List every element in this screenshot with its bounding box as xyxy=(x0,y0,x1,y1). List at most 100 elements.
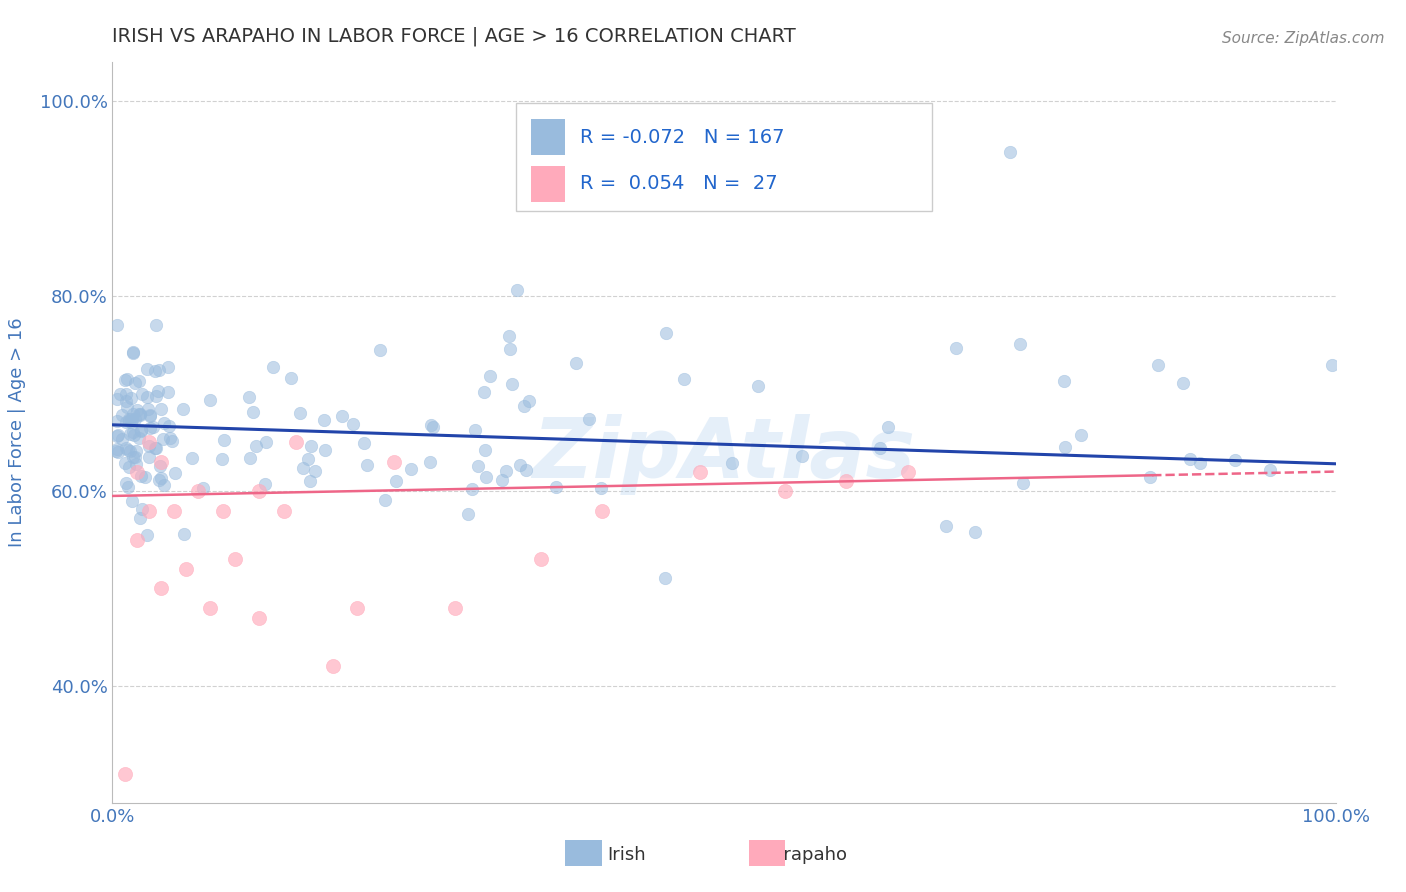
Point xyxy=(143,364,166,378)
Point xyxy=(564,356,586,370)
Point xyxy=(131,502,153,516)
Point xyxy=(654,571,676,585)
Point xyxy=(136,401,159,416)
Point xyxy=(280,371,302,385)
Point xyxy=(515,463,537,477)
Point xyxy=(163,503,186,517)
Point xyxy=(129,423,152,437)
Point xyxy=(506,283,529,297)
Point xyxy=(104,444,127,458)
Point xyxy=(239,450,262,465)
Point xyxy=(1180,452,1202,467)
Point xyxy=(160,434,183,448)
Point xyxy=(211,503,233,517)
Point xyxy=(1223,452,1246,467)
Point xyxy=(460,482,482,496)
Point xyxy=(115,393,138,408)
Point xyxy=(148,473,170,487)
Point xyxy=(128,375,150,389)
Point xyxy=(122,346,145,360)
Point xyxy=(118,414,141,428)
Text: Arapaho: Arapaho xyxy=(772,846,848,863)
Point xyxy=(790,450,813,464)
FancyBboxPatch shape xyxy=(516,103,932,211)
Point xyxy=(120,391,142,405)
Point xyxy=(124,411,146,425)
Point xyxy=(591,482,613,496)
Point xyxy=(180,450,202,465)
Point xyxy=(146,384,169,399)
Point xyxy=(120,412,142,426)
Point xyxy=(284,435,308,450)
Point xyxy=(1258,463,1281,477)
Point xyxy=(1008,336,1031,351)
Point xyxy=(129,510,152,524)
Point xyxy=(121,494,143,508)
Point xyxy=(342,417,364,432)
Point xyxy=(721,457,744,471)
Point xyxy=(288,406,311,420)
Point xyxy=(513,399,536,413)
Point xyxy=(877,420,900,434)
Point xyxy=(114,373,136,387)
Point xyxy=(1147,358,1170,372)
Point xyxy=(122,407,145,421)
Point xyxy=(1188,456,1211,470)
Point xyxy=(418,454,440,468)
Point xyxy=(238,390,260,404)
Point xyxy=(1053,374,1076,388)
Point xyxy=(117,400,139,414)
Point xyxy=(122,450,145,464)
Point xyxy=(187,484,209,499)
Point xyxy=(120,415,142,429)
Point xyxy=(935,518,957,533)
Point xyxy=(145,318,167,332)
Point xyxy=(591,503,613,517)
Point xyxy=(254,434,277,449)
Point xyxy=(139,409,162,423)
Point xyxy=(299,475,322,489)
Point xyxy=(117,442,139,457)
Point xyxy=(242,404,264,418)
Point xyxy=(125,465,148,479)
FancyBboxPatch shape xyxy=(748,840,786,866)
Point xyxy=(945,342,967,356)
Point xyxy=(153,416,176,430)
Point xyxy=(1139,470,1161,484)
Point xyxy=(107,445,129,459)
Point xyxy=(134,470,156,484)
Point xyxy=(108,387,131,401)
Point xyxy=(156,360,179,375)
Point xyxy=(148,363,170,377)
Point xyxy=(138,450,160,464)
Point xyxy=(136,528,159,542)
Point xyxy=(495,464,517,478)
Point xyxy=(1171,376,1194,390)
Point xyxy=(114,456,136,470)
Point xyxy=(105,318,128,332)
Point xyxy=(474,443,496,458)
Point xyxy=(152,432,174,446)
Point xyxy=(117,372,139,386)
Point xyxy=(356,458,378,472)
Point xyxy=(346,601,368,615)
Point xyxy=(105,392,128,407)
Point xyxy=(475,469,498,483)
FancyBboxPatch shape xyxy=(531,166,565,202)
Point xyxy=(419,418,441,433)
Point xyxy=(491,473,513,487)
Point xyxy=(145,442,167,456)
Point xyxy=(314,412,336,426)
Text: Irish: Irish xyxy=(607,846,645,863)
Point xyxy=(135,362,157,376)
Point xyxy=(145,389,167,403)
Point xyxy=(245,439,267,453)
Point xyxy=(105,414,128,428)
Point xyxy=(299,439,322,453)
Point xyxy=(172,402,194,417)
Point xyxy=(125,533,148,547)
Point xyxy=(122,427,145,442)
Point xyxy=(121,413,143,427)
Point xyxy=(118,444,141,458)
Point xyxy=(869,441,891,455)
